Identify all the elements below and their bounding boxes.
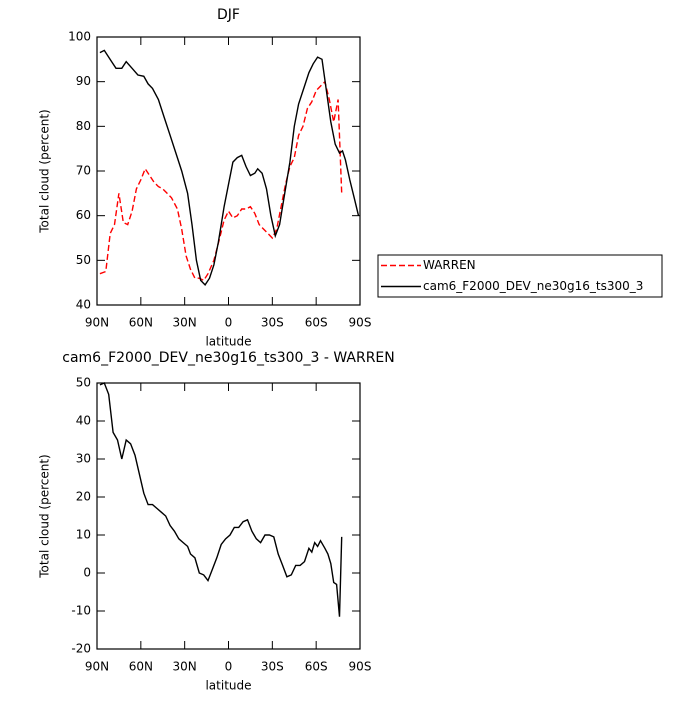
legend-box <box>377 254 663 298</box>
plot-frame <box>96 382 361 650</box>
y-tick-label: 50 <box>76 376 91 390</box>
legend-label: cam6_F2000_DEV_ne30g16_ts300_3 <box>423 279 643 293</box>
y-tick-label: 40 <box>76 414 91 428</box>
y-tick-label: 10 <box>76 528 91 542</box>
data-line <box>99 80 343 282</box>
chart: cam6_F2000_DEV_ne30g16_ts300_3 - WARREN l… <box>38 350 395 693</box>
chart: DJF latitude Total cloud (percent) 90N 60N 30… <box>38 7 663 349</box>
y-tick-label: -20 <box>71 642 91 656</box>
plot-frame <box>96 36 361 306</box>
x-tick-label: 30N <box>173 316 197 330</box>
x-tick-label: 30N <box>173 660 197 674</box>
y-tick-label: 30 <box>76 452 91 466</box>
y-tick-label: 20 <box>76 490 91 504</box>
y-tick-label: 90 <box>76 74 91 88</box>
x-tick-label: 0 <box>225 316 233 330</box>
x-tick-label: 90S <box>349 660 372 674</box>
x-tick-label: 60S <box>305 660 328 674</box>
y-tick-label: 80 <box>76 119 91 133</box>
y-tick-label: 100 <box>68 30 91 44</box>
legend: WARREN cam6_F2000_DEV_ne30g16_ts300_3 <box>377 254 663 298</box>
x-axis-label: latitude <box>205 679 251 693</box>
chart-title: cam6_F2000_DEV_ne30g16_ts300_3 - WARREN <box>62 350 395 366</box>
x-tick-label: 0 <box>225 660 233 674</box>
y-tick-label: 60 <box>76 208 91 222</box>
x-tick-label: 90N <box>85 316 109 330</box>
x-tick-label: 60N <box>129 316 153 330</box>
x-tick-label: 30S <box>261 660 284 674</box>
y-axis-label: Total cloud (percent) <box>38 454 52 578</box>
y-axis-label: Total cloud (percent) <box>38 109 52 233</box>
y-tick-label: 50 <box>76 253 91 267</box>
y-tick-label: -10 <box>71 604 91 618</box>
x-tick-label: 60N <box>129 660 153 674</box>
data-line <box>99 382 343 617</box>
x-tick-label: 60S <box>305 316 328 330</box>
legend-label: WARREN <box>423 258 476 272</box>
y-tick-label: 70 <box>76 164 91 178</box>
chart-title: DJF <box>217 7 240 23</box>
x-axis-label: latitude <box>205 335 251 349</box>
data-line <box>99 49 360 287</box>
y-tick-label: 40 <box>76 298 91 312</box>
x-tick-label: 90S <box>349 316 372 330</box>
y-tick-label: 0 <box>83 566 91 580</box>
x-tick-label: 90N <box>85 660 109 674</box>
x-tick-label: 30S <box>261 316 284 330</box>
